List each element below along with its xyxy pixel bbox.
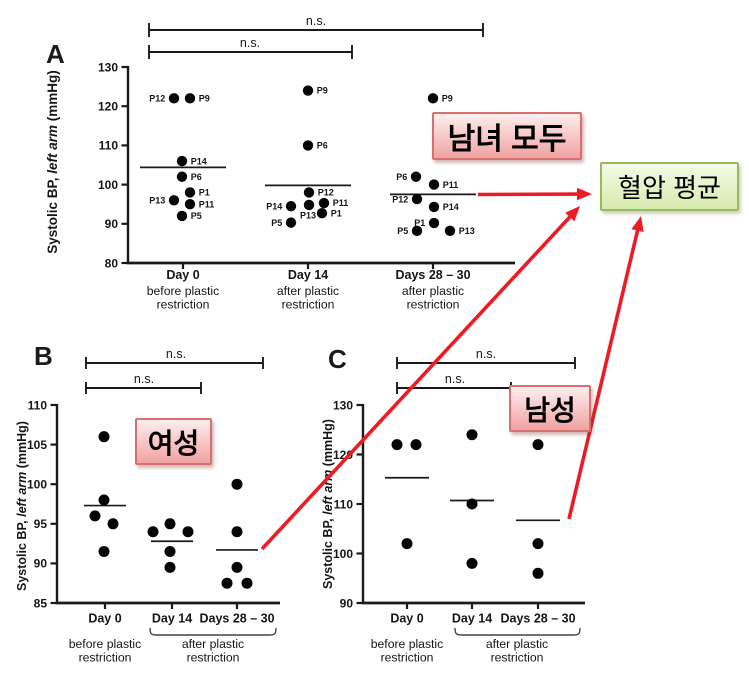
svg-text:after plastic: after plastic (486, 637, 548, 651)
svg-text:Day 0: Day 0 (166, 268, 199, 282)
svg-text:P1: P1 (331, 208, 342, 218)
svg-text:100: 100 (333, 547, 353, 561)
svg-text:90: 90 (34, 557, 48, 571)
svg-text:P11: P11 (443, 180, 459, 190)
svg-text:Days 28 – 30: Days 28 – 30 (199, 612, 274, 626)
svg-text:restriction: restriction (79, 651, 132, 665)
svg-text:Day 14: Day 14 (152, 612, 192, 626)
svg-text:Days 28 – 30: Days 28 – 30 (500, 612, 575, 626)
svg-text:Systolic BP, left arm (mmHg): Systolic BP, left arm (mmHg) (45, 70, 60, 254)
annotation-male: 남성 (509, 385, 591, 432)
svg-text:P1: P1 (414, 218, 425, 228)
panel-c-label: C (328, 344, 347, 374)
panel-b-label: B (34, 341, 53, 371)
svg-text:n.s.: n.s. (476, 347, 496, 361)
svg-text:Days 28 – 30: Days 28 – 30 (395, 268, 470, 282)
svg-text:95: 95 (34, 517, 48, 531)
svg-text:P11: P11 (199, 199, 215, 209)
svg-text:P9: P9 (442, 94, 453, 104)
svg-text:110: 110 (334, 497, 354, 511)
svg-text:110: 110 (99, 139, 119, 153)
svg-text:80: 80 (105, 256, 119, 270)
svg-text:P14: P14 (191, 156, 207, 166)
svg-text:P14: P14 (443, 202, 459, 212)
svg-text:before plastic: before plastic (371, 637, 444, 651)
panel-A-plot: 130 120 110 100 90 80 Day 0 Day 14 Days 28 – 30 b… (45, 14, 515, 312)
svg-text:Systolic BP, left arm (mmHg): Systolic BP, left arm (mmHg) (15, 421, 29, 591)
svg-text:Day 0: Day 0 (390, 612, 423, 626)
svg-text:n.s.: n.s. (445, 372, 465, 386)
svg-text:before plastic: before plastic (147, 284, 220, 298)
svg-text:n.s.: n.s. (166, 347, 186, 361)
svg-text:before plastic: before plastic (69, 637, 142, 651)
annotation-bp-mean: 혈압 평균 (600, 162, 739, 211)
svg-text:restriction: restriction (407, 298, 460, 312)
svg-text:after plastic: after plastic (182, 637, 244, 651)
svg-text:n.s.: n.s. (306, 14, 326, 28)
svg-text:P11: P11 (333, 198, 349, 208)
svg-text:Day 0: Day 0 (88, 612, 121, 626)
svg-text:P5: P5 (271, 218, 282, 228)
svg-text:P13: P13 (149, 195, 165, 205)
svg-text:P1: P1 (199, 188, 210, 198)
svg-text:Systolic BP, left arm (mmHg): Systolic BP, left arm (mmHg) (321, 419, 335, 589)
svg-text:P12: P12 (392, 194, 408, 204)
svg-text:P6: P6 (191, 172, 202, 182)
svg-text:105: 105 (27, 438, 47, 452)
svg-text:P12: P12 (318, 188, 334, 198)
svg-text:restriction: restriction (381, 651, 434, 665)
svg-text:restriction: restriction (157, 298, 210, 312)
svg-text:P13: P13 (300, 211, 316, 221)
svg-text:after plastic: after plastic (402, 284, 464, 298)
svg-text:n.s.: n.s. (240, 36, 260, 50)
svg-text:P5: P5 (397, 226, 408, 236)
svg-text:85: 85 (34, 596, 48, 610)
svg-text:after plastic: after plastic (277, 284, 339, 298)
svg-text:P6: P6 (396, 172, 407, 182)
svg-text:130: 130 (98, 60, 118, 74)
svg-text:Day 14: Day 14 (288, 268, 328, 282)
svg-text:P5: P5 (191, 211, 202, 221)
svg-text:Day 14: Day 14 (452, 612, 492, 626)
svg-text:130: 130 (333, 398, 353, 412)
svg-text:P13: P13 (459, 226, 475, 236)
panel-a-label: A (46, 39, 65, 69)
svg-text:restriction: restriction (282, 298, 335, 312)
svg-text:P14: P14 (266, 201, 282, 211)
svg-text:P6: P6 (317, 141, 328, 151)
annotation-both-sexes: 남녀 모두 (432, 112, 582, 160)
annotation-female: 여성 (135, 418, 212, 465)
panel-B-plot: 110 105 100 95 90 85 Day 0 Day 14 Days 28 – 30 be… (15, 347, 280, 665)
svg-text:restriction: restriction (491, 651, 544, 665)
svg-text:120: 120 (98, 100, 118, 114)
svg-text:n.s.: n.s. (134, 372, 154, 386)
svg-text:90: 90 (340, 596, 354, 610)
red-arrows (260, 187, 644, 551)
svg-text:restriction: restriction (187, 651, 240, 665)
svg-text:P9: P9 (199, 94, 210, 104)
svg-text:100: 100 (27, 478, 47, 492)
svg-text:90: 90 (105, 217, 119, 231)
svg-text:P9: P9 (317, 86, 328, 96)
svg-text:100: 100 (98, 178, 118, 192)
svg-text:110: 110 (28, 398, 48, 412)
svg-text:P12: P12 (149, 94, 165, 104)
